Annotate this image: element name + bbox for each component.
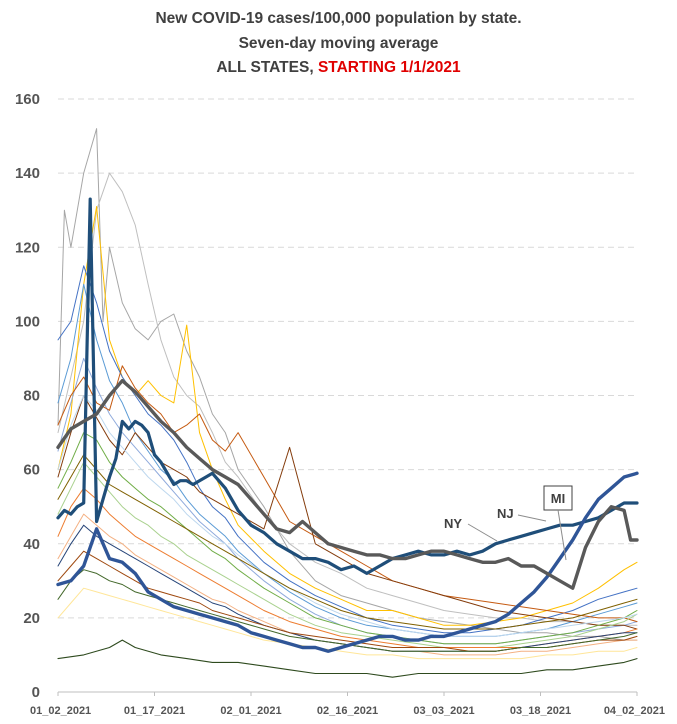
y-tick-160: 160 [15,91,40,108]
annotation-nj-leader [517,514,547,522]
x-tick-label-3: 02_16_2021 [317,705,378,717]
annotation-mi-box [543,485,573,511]
annotation-mi-leader [557,509,567,561]
y-tick-40: 40 [23,536,40,553]
x-tick-label-2: 02_01_2021 [220,705,281,717]
y-tick-140: 140 [15,165,40,182]
series-line-20 [57,395,638,637]
series-line-12 [57,432,638,645]
series-line-2 [56,379,639,590]
x-tick-label-6: 04_02_2021 [604,705,665,717]
series-line-10 [57,365,638,623]
annotation-mi-label: MI [551,491,565,506]
series-line-3 [57,639,638,678]
x-axis: 01_02_2021 01_17_2021 02_01_2021 02_16_2021… [30,692,665,717]
series-line-15 [57,513,638,656]
chart-title-line2: Seven-day moving average [238,35,439,52]
annotation-ny-leader [467,523,498,542]
series-line-7 [57,265,638,634]
y-tick-80: 80 [23,388,40,405]
series-lines [56,128,639,678]
series-line-1 [56,471,639,653]
series-line-19 [57,587,638,660]
annotations: NY NJ MI [444,485,573,561]
chart-title-line1: New COVID-19 cases/100,000 population by… [155,10,522,27]
x-tick-label-5: 03_18_2021 [510,705,571,717]
series-line-11 [57,395,638,630]
y-tick-100: 100 [15,313,40,330]
series-line-21 [57,454,638,630]
chart-title-line3: ALL STATES, STARTING 1/1/2021 [0,59,677,77]
x-tick-label-1: 01_17_2021 [124,705,185,717]
series-line-13 [57,461,638,648]
x-tick-label-4: 03_03_2021 [413,705,474,717]
y-tick-0: 0 [32,684,40,701]
y-tick-20: 20 [23,610,40,627]
y-axis: 0 20 40 60 80 100 120 140 160 [15,91,40,701]
series-line-0 [56,197,639,576]
gridlines [58,98,637,693]
annotation-ny-label: NY [444,516,462,531]
y-tick-120: 120 [15,239,40,256]
annotation-nj-label: NJ [497,506,514,521]
series-line-18 [57,569,638,652]
title-starting-date: STARTING 1/1/2021 [317,59,461,76]
title-all-states: ALL STATES, [216,59,318,76]
x-tick-label-0: 01_02_2021 [30,705,91,717]
y-tick-60: 60 [23,462,40,479]
